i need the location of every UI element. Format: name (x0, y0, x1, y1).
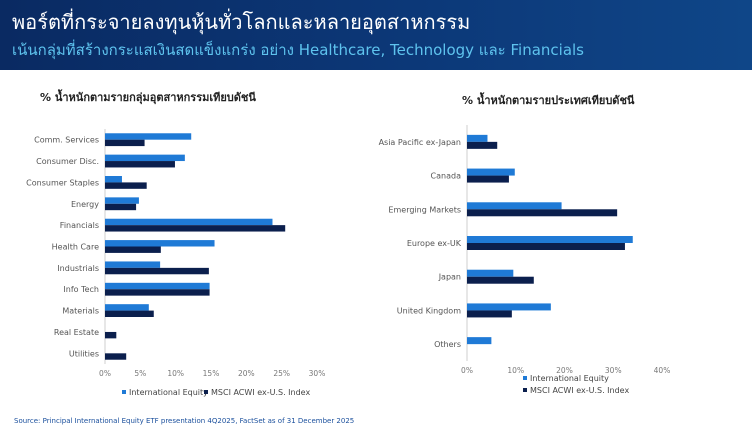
sector-x-tick-label: 30% (309, 369, 326, 378)
country-bar-msci-index (467, 276, 534, 284)
sector-bar-international-equity (105, 197, 139, 204)
sector-x-tick-label: 0% (99, 369, 111, 378)
sector-category-label: Real Estate (54, 328, 99, 337)
sector-bar-msci-index (105, 267, 209, 275)
sector-bar-international-equity (105, 261, 161, 268)
sector-bar-international-equity (105, 282, 210, 290)
sector-category-label: Health Care (52, 243, 99, 252)
country-category-label: Canada (431, 172, 462, 181)
source-footnote: Source: Principal International Equity E… (14, 417, 355, 425)
country-category-label: United Kingdom (397, 306, 461, 315)
sector-legend-label: International Equity (129, 388, 208, 397)
country-x-tick-label: 30% (605, 366, 622, 375)
country-category-label: Europe ex-UK (407, 239, 462, 248)
sector-chart-title: % น้ำหนักตามรายกลุ่มอุตสาหกรรมเทียบดัชนี (40, 89, 256, 105)
country-bar-msci-index (467, 175, 509, 183)
sector-bar-msci-index (105, 139, 145, 147)
country-bar-international-equity (467, 337, 492, 345)
sector-category-label: Industrials (57, 264, 99, 273)
sector-bar-international-equity (105, 154, 185, 162)
country-x-tick-label: 0% (461, 366, 473, 375)
country-bar-msci-index (467, 141, 498, 149)
sector-category-label: Energy (71, 200, 99, 209)
sector-bar-msci-index (105, 161, 175, 168)
sector-category-label: Materials (62, 307, 99, 316)
sector-category-label: Info Tech (63, 285, 99, 294)
sector-bar-msci-index (105, 353, 127, 360)
sector-category-label: Consumer Staples (26, 178, 99, 187)
country-bar-international-equity (467, 236, 633, 243)
country-bar-international-equity (467, 202, 562, 210)
country-chart-title: % น้ำหนักตามรายประเทศเทียบดัชนี (462, 92, 635, 107)
country-category-label: Others (434, 340, 461, 349)
sector-x-tick-label: 20% (238, 369, 255, 378)
sector-bar-msci-index (105, 182, 147, 189)
sector-bar-international-equity (105, 240, 215, 247)
sector-x-tick-label: 25% (273, 369, 290, 378)
country-legend-swatch (523, 388, 527, 392)
country-category-label: Japan (438, 273, 461, 282)
country-legend-swatch (523, 376, 527, 380)
country-bar-international-equity (467, 269, 514, 277)
country-bar-international-equity (467, 134, 488, 142)
country-legend-label: MSCI ACWI ex-U.S. Index (530, 386, 629, 395)
country-x-tick-label: 10% (507, 366, 524, 375)
country-bar-msci-index (467, 209, 618, 217)
sector-bar-international-equity (105, 218, 273, 226)
country-bar-msci-index (467, 243, 625, 250)
country-bar-international-equity (467, 168, 515, 176)
sector-bar-msci-index (105, 289, 210, 296)
country-legend-label: International Equity (530, 374, 609, 383)
sector-bar-international-equity (105, 304, 149, 311)
header-banner: พอร์ตที่กระจายลงทุนหุ้นทั่วโลกและหลายอุต… (0, 0, 752, 70)
country-bar-msci-index (467, 310, 512, 318)
page-title: พอร์ตที่กระจายลงทุนหุ้นทั่วโลกและหลายอุต… (12, 10, 471, 34)
sector-x-tick-label: 10% (167, 369, 184, 378)
sector-legend-swatch (204, 390, 208, 394)
sector-bar-msci-index (105, 246, 161, 253)
sector-bar-msci-index (105, 203, 137, 211)
sector-category-label: Financials (60, 221, 99, 230)
sector-legend-swatch (122, 390, 126, 394)
sector-bar-msci-index (105, 331, 117, 339)
page-subtitle: เน้นกลุ่มที่สร้างกระแสเงินสดแข็งแกร่ง อย… (12, 41, 584, 59)
sector-bar-msci-index (105, 310, 154, 317)
sector-bar-international-equity (105, 133, 192, 140)
country-category-label: Asia Pacific ex-Japan (379, 138, 461, 147)
sector-bar-international-equity (105, 176, 122, 183)
country-category-label: Emerging Markets (388, 205, 461, 214)
sector-x-tick-label: 15% (203, 369, 220, 378)
sector-legend-label: MSCI ACWI ex-U.S. Index (211, 388, 310, 397)
country-bar-international-equity (467, 303, 551, 311)
country-x-tick-label: 20% (556, 366, 573, 375)
sector-bar-msci-index (105, 225, 286, 232)
country-x-tick-label: 40% (654, 366, 671, 375)
sector-x-tick-label: 5% (134, 369, 146, 378)
sector-category-label: Utilities (69, 349, 99, 358)
sector-category-label: Comm. Services (34, 136, 99, 145)
sector-category-label: Consumer Disc. (36, 157, 99, 166)
